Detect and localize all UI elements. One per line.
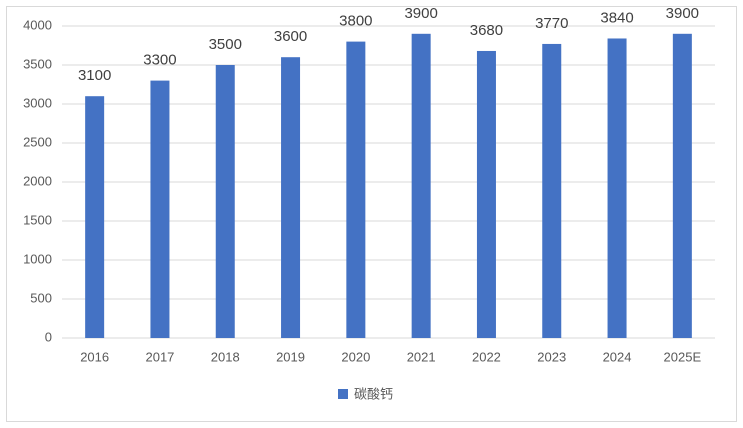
x-tick-label: 2019 xyxy=(276,349,305,364)
value-label: 3300 xyxy=(143,52,176,69)
value-label: 3680 xyxy=(470,22,503,39)
value-label: 3840 xyxy=(600,9,633,26)
legend-label: 碳酸钙 xyxy=(354,386,393,401)
x-tick-label: 2025E xyxy=(664,349,702,364)
legend-swatch xyxy=(338,389,348,399)
bar xyxy=(476,50,496,339)
x-tick-label: 2017 xyxy=(145,349,174,364)
bar xyxy=(411,33,431,339)
value-label: 3770 xyxy=(535,15,568,32)
value-label: 3100 xyxy=(78,67,111,84)
x-tick-label: 2020 xyxy=(341,349,370,364)
y-tick-label: 2000 xyxy=(23,173,52,188)
x-tick-label: 2024 xyxy=(603,349,632,364)
bar xyxy=(607,38,627,338)
y-tick-label: 3000 xyxy=(23,95,52,110)
bar xyxy=(346,41,366,338)
bar xyxy=(85,96,105,338)
y-tick-label: 1000 xyxy=(23,251,52,266)
value-label: 3900 xyxy=(666,5,699,22)
bar xyxy=(281,57,301,338)
value-label: 3800 xyxy=(339,13,372,30)
value-label: 3600 xyxy=(274,28,307,45)
y-tick-label: 2500 xyxy=(23,134,52,149)
bar xyxy=(672,33,692,339)
x-tick-label: 2022 xyxy=(472,349,501,364)
y-tick-label: 500 xyxy=(30,290,52,305)
bar xyxy=(215,65,235,338)
y-tick-label: 1500 xyxy=(23,212,52,227)
value-label: 3900 xyxy=(404,5,437,22)
x-tick-label: 2016 xyxy=(80,349,109,364)
x-tick-label: 2023 xyxy=(537,349,566,364)
x-tick-label: 2018 xyxy=(211,349,240,364)
y-tick-label: 4000 xyxy=(23,17,52,32)
bar xyxy=(150,80,170,338)
y-tick-label: 0 xyxy=(45,329,52,344)
value-label: 3500 xyxy=(209,36,242,53)
bar xyxy=(542,43,562,338)
x-tick-label: 2021 xyxy=(407,349,436,364)
y-tick-label: 3500 xyxy=(23,56,52,71)
